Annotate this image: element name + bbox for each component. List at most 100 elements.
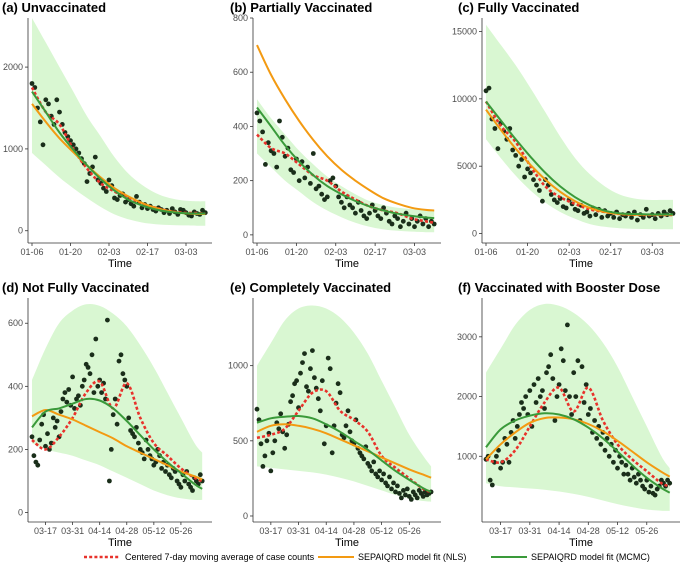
data-point xyxy=(527,388,533,393)
data-point xyxy=(395,216,400,222)
x-tick-label: 04-14 xyxy=(315,526,338,536)
mcmc-fit-line xyxy=(485,100,673,216)
data-point xyxy=(336,194,341,200)
data-point xyxy=(552,418,558,423)
data-point xyxy=(512,436,518,441)
data-point xyxy=(604,436,610,441)
data-point xyxy=(50,415,56,421)
data-point xyxy=(134,194,139,199)
panel-3: (c) Fully Vaccinated 0 5000 10000 15000 01-06… xyxy=(452,0,680,270)
data-point xyxy=(592,418,597,423)
data-point xyxy=(308,181,313,186)
case-points xyxy=(483,322,673,498)
panel-2: (b) Partially Vaccinated 0 200 400 600 800 01-… xyxy=(230,0,441,270)
data-point xyxy=(62,390,68,395)
data-point xyxy=(544,370,549,376)
nls-fit-line xyxy=(256,44,435,212)
x-tick-label: 02-03 xyxy=(97,247,120,257)
data-point xyxy=(189,213,194,219)
legend-nls-label: SEPAIQRD model fit (NLS) xyxy=(358,552,466,562)
data-point xyxy=(108,447,114,452)
data-point xyxy=(638,477,643,483)
data-point xyxy=(602,447,608,453)
data-point xyxy=(190,488,195,493)
data-point xyxy=(588,406,593,411)
panel-4: (d) Not Fully Vaccinated 0 200 400 600 03-17 0… xyxy=(2,280,212,549)
data-point xyxy=(535,376,541,381)
y-tick-label: 10000 xyxy=(452,94,477,104)
data-point xyxy=(54,418,60,424)
data-point xyxy=(531,382,537,387)
uncertainty-band xyxy=(486,24,673,230)
data-point xyxy=(528,170,533,176)
data-point xyxy=(321,441,327,447)
data-point xyxy=(533,400,539,405)
x-tick-label: 02-17 xyxy=(136,247,159,257)
data-point xyxy=(84,179,90,185)
data-point xyxy=(540,198,545,204)
data-point xyxy=(106,177,112,183)
data-point xyxy=(494,453,499,459)
data-point xyxy=(262,453,268,459)
x-tick-label: 03-17 xyxy=(259,526,282,536)
y-tick-label: 500 xyxy=(233,436,248,446)
data-point xyxy=(58,409,64,414)
data-point xyxy=(122,377,128,383)
uncertainty-band xyxy=(257,305,432,502)
data-point xyxy=(575,358,581,364)
y-tick-label: 200 xyxy=(233,176,248,186)
data-point xyxy=(131,203,137,209)
data-point xyxy=(399,495,404,501)
data-point xyxy=(284,432,290,438)
data-point xyxy=(420,221,426,227)
panel-6: (f) Vaccinated with Booster Dose 1000 2000… xyxy=(457,280,680,549)
data-point xyxy=(163,469,168,474)
data-point xyxy=(60,396,66,402)
data-point xyxy=(169,206,175,212)
data-point xyxy=(369,468,375,474)
x-tick-label: 01-20 xyxy=(59,247,82,257)
data-point xyxy=(397,491,402,496)
data-point xyxy=(116,358,122,364)
data-point xyxy=(345,408,351,414)
data-point xyxy=(381,471,386,477)
moving-average-line xyxy=(256,133,435,224)
panel-title: (a) Unvaccinated xyxy=(2,0,106,15)
data-point xyxy=(302,351,307,356)
x-tick-label: 04-28 xyxy=(115,526,138,536)
data-point xyxy=(504,441,510,447)
y-tick-label: 200 xyxy=(8,444,23,454)
y-tick-label: 0 xyxy=(243,230,248,240)
data-point xyxy=(101,185,106,191)
y-tick-label: 0 xyxy=(243,511,248,521)
data-point xyxy=(623,462,629,468)
data-point xyxy=(260,129,265,135)
data-point xyxy=(337,390,343,396)
legend-mcmc-label: SEPAIQRD model fit (MCMC) xyxy=(531,552,650,562)
data-point xyxy=(522,174,527,180)
panel-title: (c) Fully Vaccinated xyxy=(458,0,579,15)
y-tick-label: 0 xyxy=(472,229,477,239)
data-point xyxy=(617,216,622,222)
data-point xyxy=(575,208,581,214)
data-point xyxy=(330,175,336,181)
panel-1: (a) Unvaccinated 0 1000 2000 01-06 01-20 02-03… xyxy=(2,0,212,270)
data-point xyxy=(361,456,367,462)
data-point xyxy=(556,382,562,387)
x-tick-label: 05-12 xyxy=(606,526,629,536)
data-point xyxy=(277,118,282,124)
data-point xyxy=(560,358,566,364)
data-point xyxy=(548,192,554,197)
data-point xyxy=(79,383,85,389)
mcmc-fit-line xyxy=(256,414,432,493)
data-point xyxy=(367,464,373,469)
data-point xyxy=(159,466,165,471)
data-point xyxy=(103,189,109,194)
data-point xyxy=(48,440,54,446)
data-point xyxy=(619,459,625,465)
data-point xyxy=(387,474,392,480)
nls-fit-line xyxy=(485,416,671,478)
moving-average-line xyxy=(484,100,673,217)
data-point xyxy=(168,475,174,481)
x-tick-label: 04-14 xyxy=(88,526,111,536)
